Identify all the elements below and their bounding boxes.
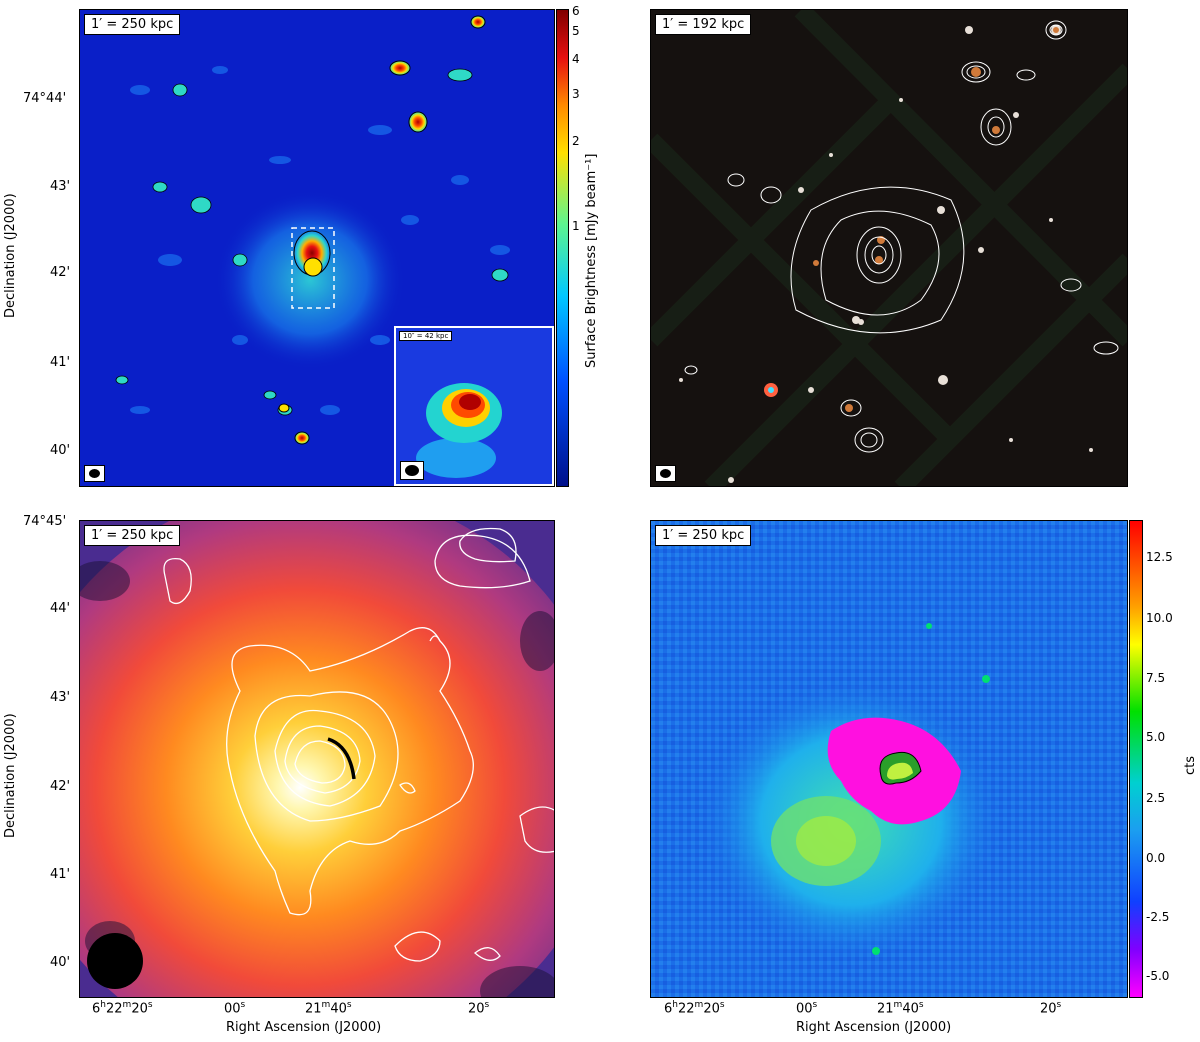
optical-scale-label: 1′ = 192 kpc — [655, 14, 752, 35]
res-cb-tick-minus-2-5: -2.5 — [1146, 910, 1170, 924]
res-cb-tick-5: 5.0 — [1146, 730, 1166, 744]
dec-tick-41-top: 41' — [50, 355, 71, 370]
ra-axis-label-right: Right Ascension (J2000) — [796, 1020, 952, 1035]
radio-cb-tick-3: 3 — [572, 87, 580, 101]
dec-tick-40-bot: 40' — [50, 955, 71, 970]
dec-axis-label-bottom: Declination (J2000) — [3, 713, 18, 838]
radio-image — [80, 10, 554, 486]
ra-tick-20-right: 20s — [1040, 1000, 1062, 1017]
ra-tick-20-left: 20s — [468, 1000, 490, 1017]
radio-map-panel: 10″ = 42 kpc 1′ = 250 kpc — [79, 9, 555, 487]
radio-inset: 10″ = 42 kpc — [394, 326, 554, 486]
optical-beam-icon — [655, 465, 676, 482]
xray-map-panel: 1′ = 250 kpc — [79, 520, 555, 998]
dec-tick-41-bot: 41' — [50, 867, 71, 882]
xray-scale-label: 1′ = 250 kpc — [84, 525, 181, 546]
ra-tick-22m20-right: 6h22m20s — [664, 1000, 725, 1017]
res-cb-tick-minus-5: -5.0 — [1146, 969, 1170, 983]
optical-image-panel: 1′ = 192 kpc — [650, 9, 1128, 487]
ra-tick-00-left: 00s — [224, 1000, 246, 1017]
radio-colorbar-label: Surface Brightness [mJy beam⁻¹] — [584, 153, 599, 368]
ra-tick-21m40-right: 21m40s — [877, 1000, 924, 1017]
res-cb-tick-7-5: 7.5 — [1146, 671, 1166, 685]
dec-axis-label-top: Declination (J2000) — [3, 193, 18, 318]
inset-beam-icon — [400, 461, 424, 480]
ra-tick-22m20-left: 6h22m20s — [92, 1000, 153, 1017]
radio-cb-tick-5: 5 — [572, 24, 580, 38]
ra-tick-21m40-left: 21m40s — [305, 1000, 352, 1017]
dec-tick-42-top: 42' — [50, 265, 71, 280]
residual-scale-label: 1′ = 250 kpc — [655, 525, 752, 546]
inset-scale-label: 10″ = 42 kpc — [399, 331, 453, 341]
radio-cb-tick-4: 4 — [572, 52, 580, 66]
radio-cb-tick-2: 2 — [572, 134, 580, 148]
dec-tick-40-top: 40' — [50, 443, 71, 458]
res-cb-tick-10: 10.0 — [1146, 611, 1173, 625]
dec-tick-44-top: 74°44' — [23, 91, 67, 106]
radio-scale-label: 1′ = 250 kpc — [84, 14, 181, 35]
residual-image — [651, 521, 1127, 997]
radio-cb-tick-6: 6 — [572, 4, 580, 18]
res-cb-tick-2-5: 2.5 — [1146, 791, 1166, 805]
radio-beam-icon — [84, 465, 105, 482]
dec-tick-43-bot: 43' — [50, 690, 71, 705]
radio-colorbar — [556, 9, 569, 487]
residual-map-panel: 1′ = 250 kpc — [650, 520, 1128, 998]
dec-tick-44-bot: 44' — [50, 601, 71, 616]
residual-colorbar-label: cts — [1183, 755, 1198, 775]
optical-image — [651, 10, 1127, 486]
radio-cb-tick-1: 1 — [572, 219, 580, 233]
ra-axis-label-left: Right Ascension (J2000) — [226, 1020, 382, 1035]
xray-image — [80, 521, 554, 997]
res-cb-tick-0: 0.0 — [1146, 851, 1166, 865]
dec-tick-43-top: 43' — [50, 179, 71, 194]
ra-tick-00-right: 00s — [796, 1000, 818, 1017]
residual-colorbar — [1129, 520, 1143, 998]
dec-tick-45-bot: 74°45' — [23, 514, 67, 529]
res-cb-tick-12-5: 12.5 — [1146, 550, 1173, 564]
dec-tick-42-bot: 42' — [50, 779, 71, 794]
